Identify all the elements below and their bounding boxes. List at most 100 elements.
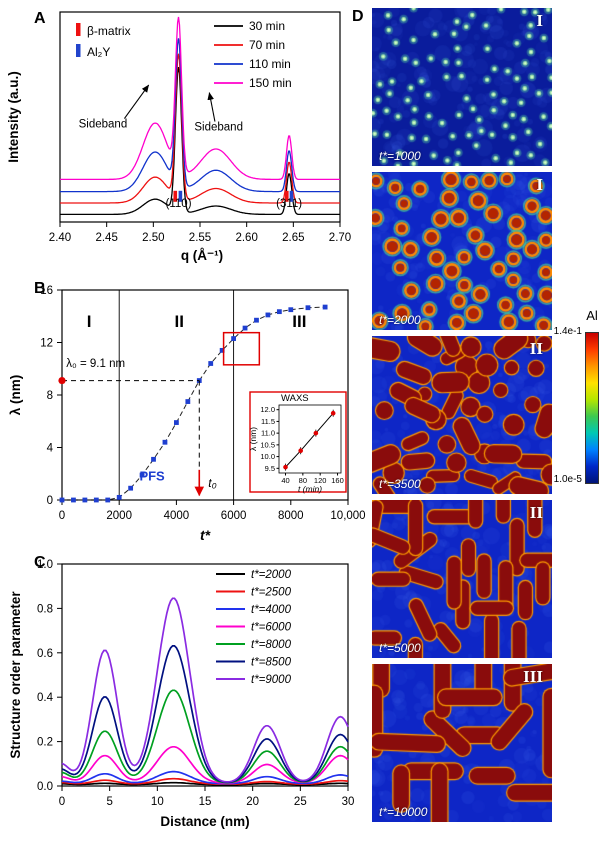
sideband-annotation: Sideband: [79, 119, 128, 131]
inset-data-point: [298, 448, 303, 454]
series-t4000: [61, 770, 349, 785]
series-30-min: [60, 67, 340, 216]
phase-marker-swatch: [76, 23, 81, 36]
data-point: [219, 347, 225, 353]
colorbar-max-label: 1.4e-1: [553, 326, 582, 337]
plot-frame: [59, 11, 341, 223]
data-point: [322, 304, 328, 310]
data-point: [242, 325, 248, 331]
time-label: t*=3500: [379, 477, 421, 491]
panel-c-label: C: [34, 554, 46, 571]
microstructure-image: [372, 664, 552, 822]
inset-y-tick-label: 12.0: [260, 405, 275, 414]
inset-y-tick-label: 10.5: [260, 440, 275, 449]
micrograph-panel-3: II t*=3500: [372, 336, 552, 494]
panel-b-label: B: [34, 280, 46, 297]
x-tick-label: 30: [342, 796, 355, 808]
stage-roman-numeral: II: [529, 339, 543, 358]
panel-d-label: D: [352, 8, 364, 25]
legend-label: t*=8000: [251, 639, 292, 651]
x-tick-label: 2.70: [329, 232, 351, 244]
data-point: [288, 307, 294, 313]
data-point: [254, 317, 259, 323]
x-tick-label: 2.55: [189, 232, 211, 244]
y-tick-label: 0.0: [37, 781, 53, 793]
data-point: [162, 439, 168, 445]
y-axis-title: Structure order parameter: [8, 591, 23, 759]
microstructure-image: [372, 8, 552, 166]
inset-x-tick-label: 120: [314, 476, 327, 485]
order-parameter-chart: 0 5 10 15 20 25 30 0.0 0.2 0.4 0.6 0.8 1.0 Distance (…: [8, 559, 355, 829]
time-label: t*=2000: [379, 313, 421, 327]
data-point: [151, 456, 156, 462]
microstructure-image: [372, 500, 552, 658]
y-axis-title: λ (nm): [8, 375, 23, 416]
data-point: [305, 305, 311, 311]
colorbar-title: Al: [586, 308, 598, 323]
stage-roman-numeral: I: [536, 11, 543, 30]
inset-plot-frame: [278, 404, 342, 474]
series-70-min: [60, 53, 340, 204]
phase-tick: [289, 190, 294, 202]
y-tick-label: 4: [47, 443, 54, 455]
inset-fit-line: [285, 412, 334, 468]
inset-title: WAXS: [281, 393, 309, 404]
peak-label: (110): [166, 198, 192, 210]
inset-x-axis-title: t (min): [298, 484, 322, 494]
data-point: [128, 485, 134, 491]
x-tick-label: 20: [246, 796, 259, 808]
time-label: t*=1000: [379, 149, 421, 163]
x-axis-title: t*: [200, 527, 211, 543]
inset-x-tick-label: 80: [299, 476, 307, 485]
micrograph-panel-4: II t*=5000: [372, 500, 552, 658]
x-tick-label: 2.60: [235, 232, 257, 244]
phase-marker-swatch: [76, 44, 81, 57]
y-tick-label: 0.4: [37, 692, 54, 704]
microstructure-image: [372, 336, 552, 494]
y-tick-label: 16: [40, 285, 53, 297]
y-axis-title: Intensity (a.u.): [6, 71, 21, 163]
x-tick-label: 0: [59, 796, 65, 808]
region-label: I: [87, 312, 92, 331]
series-110-min: [60, 38, 340, 193]
inset-data-point: [313, 430, 319, 436]
data-point: [139, 472, 145, 478]
legend-label: 30 min: [249, 19, 285, 33]
data-point: [231, 336, 236, 341]
x-tick-label: 2.45: [95, 232, 117, 244]
inset-frame: [249, 391, 347, 493]
x-tick-label: 8000: [278, 510, 304, 522]
stage-roman-numeral: I: [536, 175, 543, 194]
micrograph-panel-2: I t*=2000: [372, 172, 552, 330]
series-t9000: [61, 597, 349, 783]
phase-marker-label: β-matrix: [87, 24, 131, 38]
data-point: [276, 309, 282, 315]
data-point: [185, 399, 191, 404]
legend-label: t*=8500: [251, 657, 292, 669]
series-150-min: [60, 16, 340, 181]
inset-y-tick-label: 11.0: [261, 429, 275, 438]
stage-roman-numeral: II: [529, 503, 543, 522]
x-tick-label: 2.40: [49, 232, 71, 244]
x-tick-label: 6000: [221, 510, 247, 522]
inset-y-axis-title: λ (nm): [248, 427, 258, 451]
inset-y-tick-label: 9.5: [265, 464, 275, 473]
peak-label: (311): [276, 198, 302, 210]
y-tick-label: 8: [47, 390, 53, 402]
inset-y-tick-label: 11.5: [261, 417, 275, 426]
inset-data-point: [330, 410, 336, 416]
inset-x-tick-label: 40: [281, 476, 289, 485]
series-t8000: [61, 689, 349, 784]
y-tick-label: 0.8: [37, 603, 53, 615]
x-tick-label: 4000: [164, 510, 190, 522]
y-tick-label: 0.6: [37, 648, 53, 660]
series-t8500: [61, 645, 349, 784]
x-tick-label: 5: [106, 796, 112, 808]
inset-y-tick-label: 10.0: [260, 452, 275, 461]
annotation-arrow: [123, 84, 150, 119]
lambda0-point: [58, 376, 66, 385]
lambda0-label: λ₀ = 9.1 nm: [66, 358, 125, 370]
x-tick-label: 2000: [106, 510, 132, 522]
x-tick-label: 10,000: [330, 510, 365, 522]
